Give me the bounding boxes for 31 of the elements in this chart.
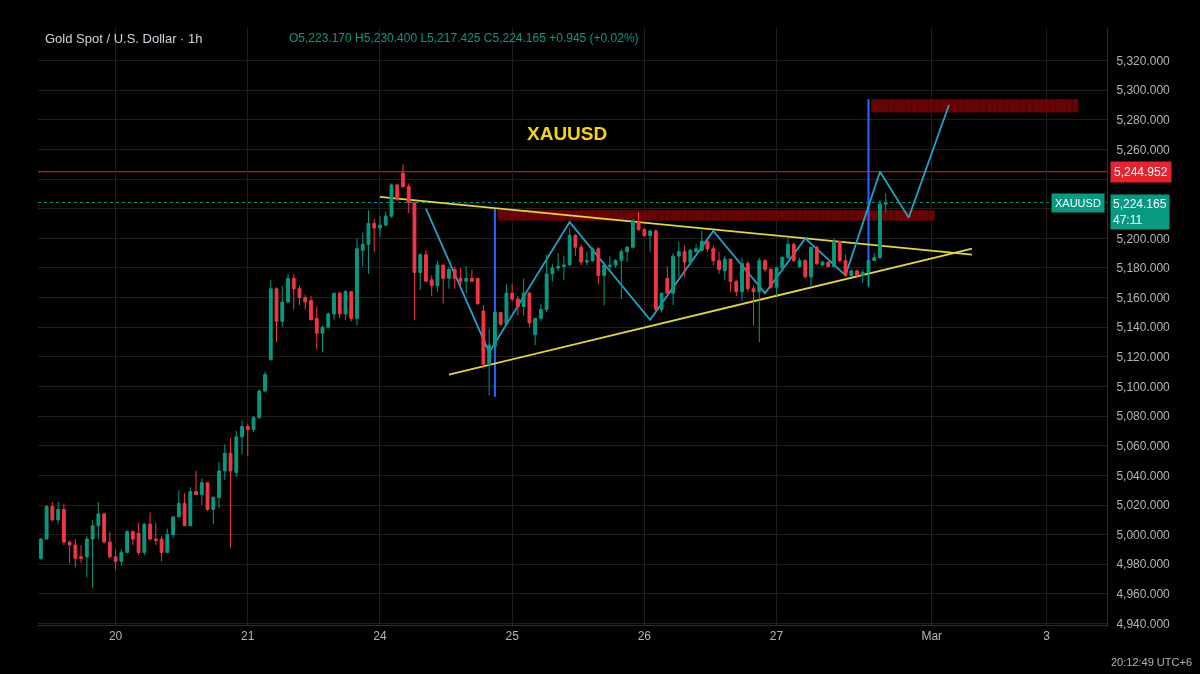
y-tick-label: 5,100.000 — [1116, 379, 1171, 394]
ref-line-label: 5,224.165 47:11 — [1110, 194, 1170, 230]
y-tick-label: 5,020.000 — [1116, 498, 1171, 513]
x-tick-label: 27 — [769, 629, 784, 644]
chart-subtitle: O5,223.170 H5,230.400 L5,217.425 C5,224.165 +0.945 (+0.02%) — [289, 31, 639, 45]
y-tick-label: 5,040.000 — [1116, 468, 1171, 483]
y-tick-label: 4,980.000 — [1116, 557, 1171, 572]
x-tick-label: 3 — [1043, 629, 1051, 644]
x-tick-label: 26 — [637, 629, 652, 644]
y-tick-label: 5,200.000 — [1116, 231, 1171, 246]
y-tick-label: 5,060.000 — [1116, 438, 1171, 453]
y-tick-label: 5,280.000 — [1116, 113, 1171, 128]
y-tick-label: 4,960.000 — [1116, 587, 1171, 602]
text: 20:12:49 UTC+6 — [1111, 656, 1193, 668]
x-tick-label: Mar — [921, 629, 943, 644]
y-tick-label: 5,320.000 — [1116, 53, 1171, 68]
x-tick-label: 24 — [373, 629, 387, 644]
y-tick-label: 5,080.000 — [1116, 409, 1171, 424]
y-tick-label: 5,000.000 — [1116, 527, 1171, 542]
y-tick-label: 5,120.000 — [1116, 350, 1171, 365]
chart-title: Gold Spot / U.S. Dollar · 1h — [45, 30, 203, 46]
y-tick-label: 4,940.000 — [1116, 616, 1171, 631]
y-tick-label: 5,180.000 — [1116, 261, 1171, 276]
y-tick-label: 5,260.000 — [1116, 142, 1171, 157]
y-tick-label: 5,140.000 — [1116, 320, 1171, 335]
x-tick-label: 21 — [241, 629, 255, 644]
x-tick-label: 25 — [505, 629, 520, 644]
y-tick-label: 5,300.000 — [1116, 83, 1171, 98]
x-tick-label: 20 — [108, 629, 123, 644]
y-tick-label: 5,160.000 — [1116, 290, 1171, 305]
annotation: XAUUSD — [527, 123, 608, 144]
